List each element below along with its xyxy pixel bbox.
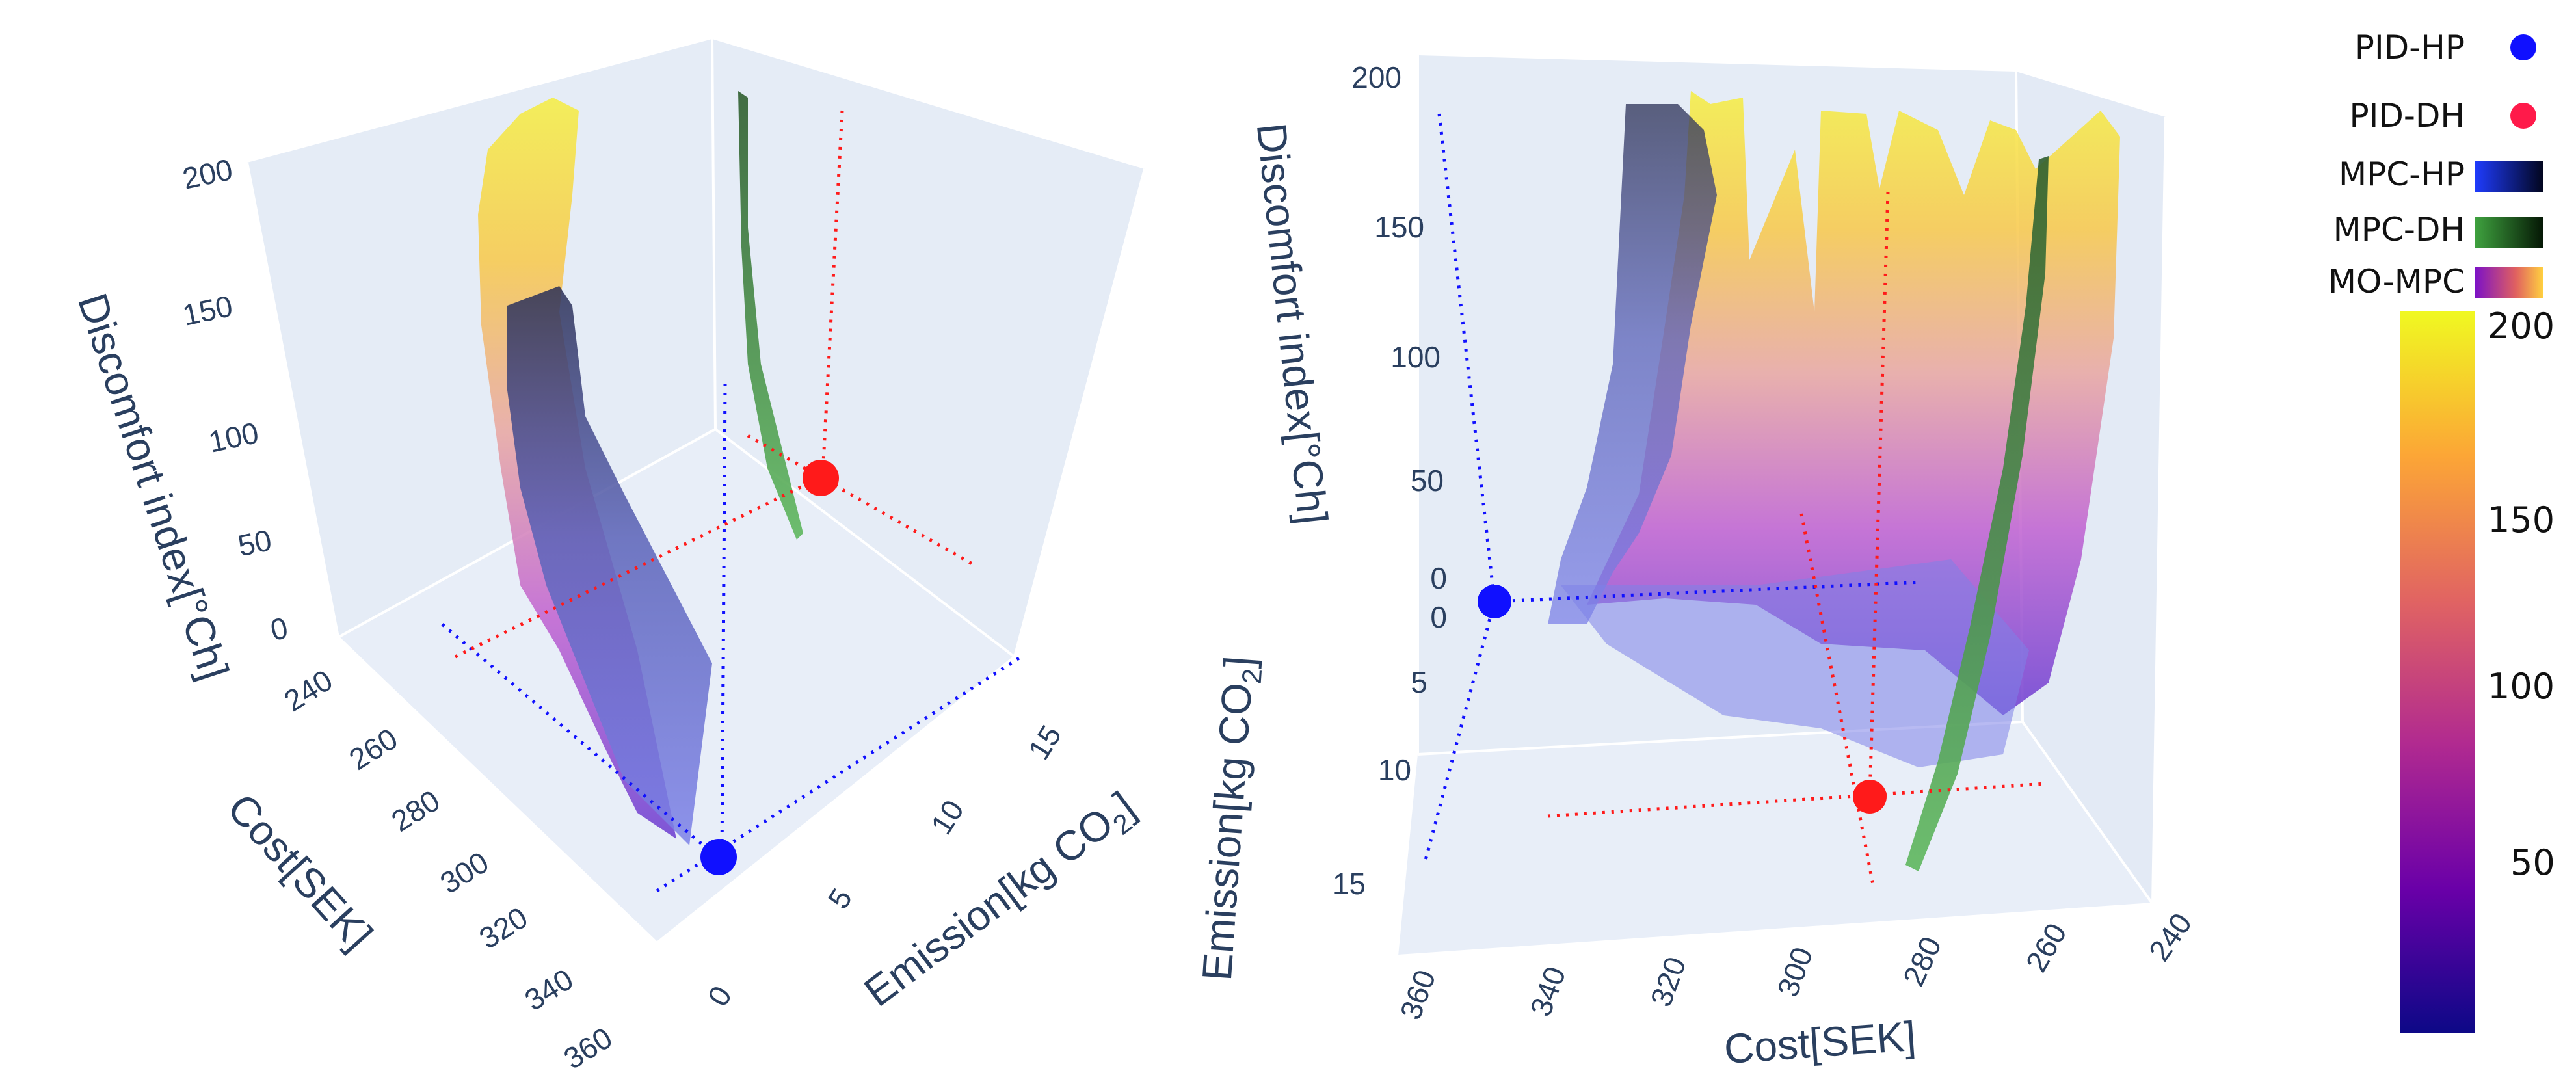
colorbar-scale	[2400, 311, 2475, 1033]
right-plot: 200 150 100 50 0 0 5 10 15 360 340 320 3…	[1193, 55, 2198, 1072]
left-cost-tick: 240	[278, 663, 339, 718]
right-mpc-hp-surface	[1548, 104, 1717, 624]
legend-label-mpc-hp: MPC-HP	[2339, 155, 2465, 193]
left-z-tick: 100	[206, 416, 261, 459]
legend-pid-hp-marker	[2510, 34, 2536, 60]
left-projection-lines	[441, 110, 1022, 893]
left-z-axis-title: Discomfort index[°Ch]	[69, 287, 238, 685]
right-mpc-dh-surface	[1905, 156, 2049, 871]
right-z-tick: 200	[1351, 60, 1401, 94]
left-cost-tick: 360	[558, 1020, 618, 1076]
right-emission-tick: 0	[1430, 600, 1447, 634]
right-emission-tick: 10	[1378, 753, 1411, 787]
right-emission-tick: 5	[1411, 665, 1427, 699]
right-z-tick: 100	[1390, 340, 1441, 374]
left-cost-tick: 260	[343, 721, 404, 776]
legend-label-mo-mpc: MO-MPC	[2328, 263, 2465, 300]
left-wall-right	[712, 39, 1145, 657]
right-cost-axis-title: Cost[SEK]	[1723, 1013, 1918, 1072]
left-cost-tick: 300	[434, 845, 495, 900]
right-pid-hp-marker	[1478, 585, 1511, 618]
left-emission-axis-title: Emission[kg CO2]	[855, 782, 1147, 1020]
right-pid-dh-marker	[1853, 780, 1887, 814]
left-pid-dh-marker	[803, 460, 839, 496]
right-z-tick: 0	[1430, 561, 1447, 595]
left-mpc-hp-surface	[507, 286, 712, 845]
colorbar-tick: 200	[2488, 306, 2555, 347]
right-cost-tick: 280	[1896, 931, 1948, 991]
right-cost-tick: 320	[1643, 953, 1692, 1011]
left-z-tick: 200	[179, 152, 235, 196]
left-emission-tick: 5	[821, 882, 859, 914]
right-projection-lines	[1422, 113, 2046, 885]
colorbar: 200 150 100 50	[2400, 306, 2555, 1033]
colorbar-tick: 50	[2510, 842, 2555, 883]
legend-label-pid-dh: PID-DH	[2349, 97, 2465, 135]
left-z-tick: 50	[235, 523, 274, 563]
right-cost-tick: 300	[1770, 943, 1819, 1001]
left-cost-tick: 320	[473, 900, 534, 955]
legend-pid-dh-marker	[2510, 103, 2536, 129]
right-cost-tick: 240	[2142, 907, 2199, 967]
right-cost-tick: 340	[1523, 962, 1572, 1021]
right-emission-tick: 15	[1333, 867, 1366, 901]
left-cost-tick: 340	[519, 962, 579, 1017]
left-z-tick: 0	[267, 611, 291, 647]
right-lower-blue-surface	[1561, 559, 2029, 767]
legend-mpc-hp-swatch	[2475, 161, 2543, 192]
left-z-tick: 150	[179, 289, 235, 332]
left-cost-axis-title: Cost[SEK]	[219, 784, 382, 959]
colorbar-tick: 100	[2488, 666, 2555, 707]
right-emission-axis-title: Emission[kg CO2]	[1193, 655, 1269, 983]
left-plot: 200 150 100 50 0 240 260 280 300 320 340…	[69, 38, 1147, 1076]
right-floor	[1398, 722, 2153, 956]
legend: PID-HP PID-DH MPC-HP MPC-DH MO-MPC	[2328, 29, 2543, 300]
left-pid-hp-marker	[700, 839, 737, 875]
legend-mpc-dh-swatch	[2475, 217, 2543, 248]
right-z-tick: 50	[1411, 464, 1444, 497]
colorbar-tick: 150	[2488, 499, 2555, 540]
right-cost-tick: 360	[1393, 966, 1442, 1024]
left-emission-tick: 15	[1022, 719, 1068, 765]
left-emission-tick: 0	[701, 980, 739, 1012]
legend-mo-mpc-swatch	[2475, 267, 2543, 298]
right-z-tick: 150	[1374, 210, 1424, 244]
right-cost-tick: 260	[2019, 918, 2073, 977]
legend-label-mpc-dh: MPC-DH	[2333, 211, 2465, 248]
left-grid	[246, 38, 1146, 944]
right-z-axis-title: Discomfort index[°Ch]	[1248, 121, 1336, 527]
left-emission-tick: 10	[924, 794, 970, 840]
left-mpc-dh-surface	[738, 91, 803, 540]
legend-label-pid-hp: PID-HP	[2355, 29, 2465, 66]
left-cost-tick: 280	[386, 783, 446, 838]
